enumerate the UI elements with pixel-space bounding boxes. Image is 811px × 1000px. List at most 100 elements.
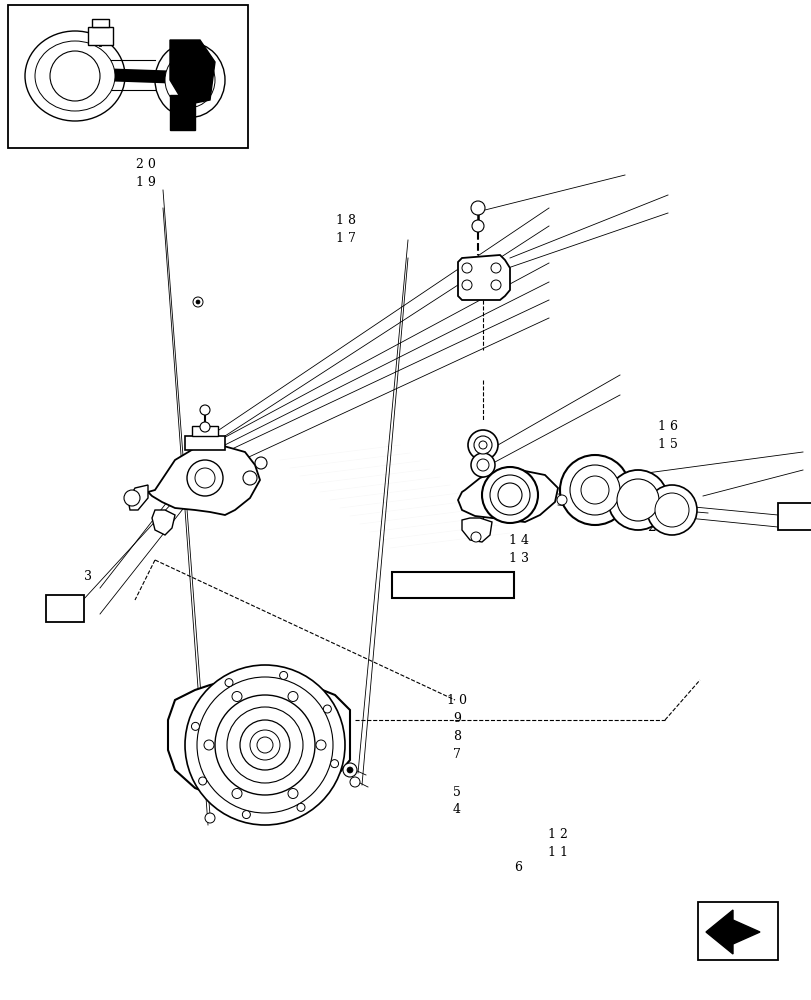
- Bar: [88, 27, 113, 45]
- Text: 1 7: 1 7: [336, 232, 355, 244]
- Circle shape: [560, 455, 629, 525]
- Circle shape: [288, 788, 298, 798]
- Polygon shape: [148, 445, 260, 515]
- Circle shape: [474, 436, 491, 454]
- Circle shape: [242, 811, 250, 819]
- Polygon shape: [168, 680, 350, 800]
- Text: 8: 8: [453, 730, 461, 743]
- Circle shape: [616, 479, 659, 521]
- Circle shape: [187, 460, 223, 496]
- Circle shape: [195, 300, 200, 304]
- Circle shape: [581, 476, 608, 504]
- Circle shape: [250, 730, 280, 760]
- Circle shape: [323, 705, 331, 713]
- Circle shape: [200, 405, 210, 415]
- Circle shape: [288, 692, 298, 702]
- Circle shape: [279, 671, 287, 679]
- Text: 3: 3: [577, 499, 586, 512]
- Text: 1 4: 1 4: [508, 534, 529, 546]
- Circle shape: [232, 788, 242, 798]
- Circle shape: [556, 495, 566, 505]
- Circle shape: [257, 737, 272, 753]
- Polygon shape: [128, 485, 148, 510]
- Text: 2 0: 2 0: [135, 158, 155, 171]
- Text: 1: 1: [52, 599, 61, 613]
- Bar: [92, 19, 109, 27]
- Circle shape: [315, 740, 325, 750]
- Circle shape: [232, 692, 242, 702]
- Text: 1 5: 1 5: [657, 438, 676, 450]
- Text: 9: 9: [453, 712, 461, 725]
- Circle shape: [471, 220, 483, 232]
- Ellipse shape: [155, 43, 225, 118]
- Circle shape: [654, 493, 689, 527]
- Circle shape: [195, 468, 215, 488]
- Circle shape: [204, 740, 214, 750]
- Text: 6: 6: [513, 861, 521, 874]
- Circle shape: [346, 767, 353, 773]
- Circle shape: [478, 441, 487, 449]
- Circle shape: [240, 720, 290, 770]
- Text: 1 0: 1 0: [447, 694, 467, 708]
- Bar: [185, 436, 225, 450]
- Polygon shape: [461, 518, 491, 542]
- Circle shape: [470, 453, 495, 477]
- Circle shape: [476, 459, 488, 471]
- Circle shape: [215, 695, 315, 795]
- Circle shape: [646, 485, 696, 535]
- Polygon shape: [169, 40, 215, 105]
- Circle shape: [497, 483, 521, 507]
- Circle shape: [489, 475, 530, 515]
- Text: 5: 5: [453, 786, 461, 798]
- Bar: [777, 503, 811, 530]
- Circle shape: [200, 422, 210, 432]
- Text: 1 1: 1 1: [547, 846, 568, 859]
- Circle shape: [297, 803, 305, 811]
- Bar: [191, 426, 217, 436]
- Polygon shape: [169, 95, 195, 130]
- Circle shape: [199, 777, 206, 785]
- Polygon shape: [705, 910, 759, 954]
- Circle shape: [350, 777, 359, 787]
- Circle shape: [461, 263, 471, 273]
- Polygon shape: [457, 255, 509, 300]
- Polygon shape: [457, 470, 557, 522]
- Text: 1 6: 1 6: [657, 420, 677, 432]
- Circle shape: [569, 465, 620, 515]
- Text: 2: 2: [646, 520, 655, 534]
- Bar: [697, 902, 777, 960]
- Bar: [46, 595, 84, 622]
- Circle shape: [461, 280, 471, 290]
- Ellipse shape: [25, 31, 125, 121]
- Ellipse shape: [50, 51, 100, 101]
- Text: 1 3: 1 3: [508, 552, 529, 564]
- Circle shape: [330, 760, 338, 768]
- Text: 1 2: 1 2: [547, 828, 567, 841]
- Circle shape: [242, 471, 257, 485]
- Text: 1 8: 1 8: [336, 214, 356, 227]
- Circle shape: [470, 532, 480, 542]
- Text: 7: 7: [453, 748, 461, 762]
- Circle shape: [197, 677, 333, 813]
- Text: 4: 4: [453, 803, 461, 816]
- Bar: [392, 572, 513, 598]
- Text: 2: 2: [792, 510, 800, 524]
- Circle shape: [491, 263, 500, 273]
- Circle shape: [607, 470, 667, 530]
- Circle shape: [204, 813, 215, 823]
- Ellipse shape: [165, 53, 215, 108]
- Circle shape: [185, 665, 345, 825]
- Circle shape: [470, 201, 484, 215]
- Text: 1.40.8/01: 1.40.8/01: [423, 578, 483, 591]
- Circle shape: [225, 679, 233, 687]
- Ellipse shape: [35, 41, 115, 111]
- Circle shape: [227, 707, 303, 783]
- Circle shape: [193, 297, 203, 307]
- Circle shape: [124, 490, 139, 506]
- Text: 1: 1: [61, 602, 70, 616]
- Circle shape: [342, 763, 357, 777]
- Polygon shape: [152, 510, 175, 535]
- Circle shape: [467, 430, 497, 460]
- Text: 1 9: 1 9: [135, 176, 155, 189]
- Circle shape: [255, 457, 267, 469]
